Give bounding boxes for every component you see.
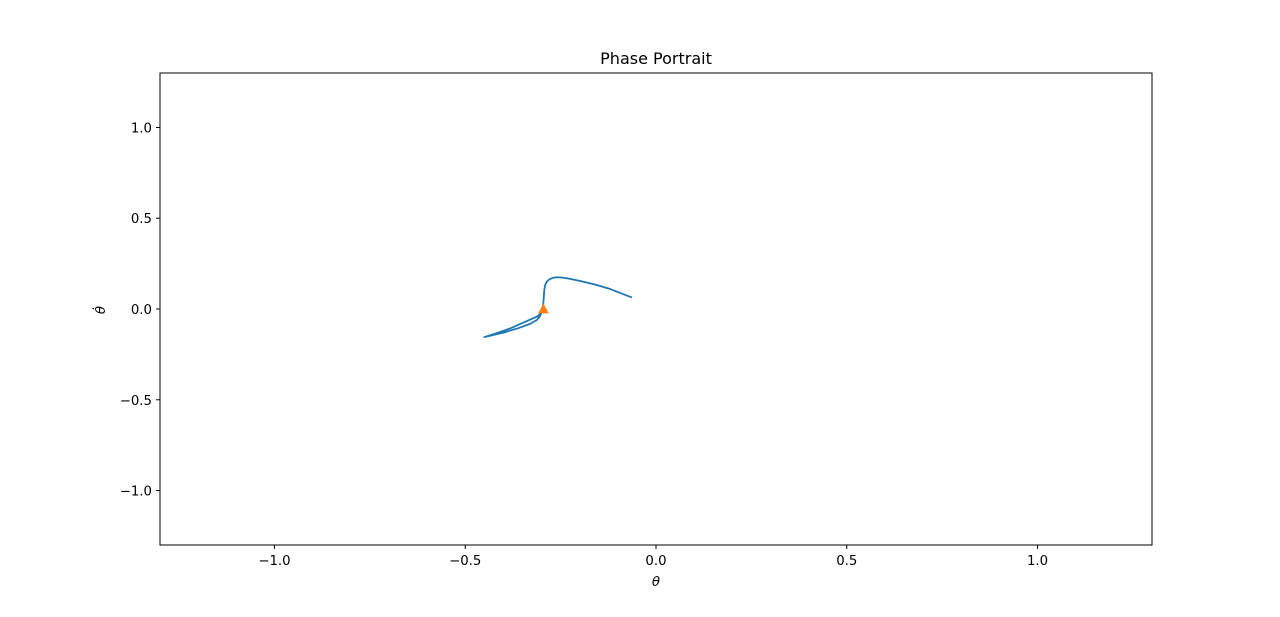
- y-tick-label-3: 0.5: [131, 212, 152, 227]
- x-tick-label-3: 0.5: [836, 554, 857, 569]
- y-tick-label-1: −0.5: [120, 394, 152, 409]
- plot-area: −1.0 −0.5 0.0 0.5 1.0 −1.0 −0.5 0.0 0.5 1.0: [120, 72, 1153, 569]
- x-tick-label-0: −1.0: [258, 554, 290, 569]
- x-tick-label-4: 1.0: [1027, 554, 1048, 569]
- y-tick-label-0: −1.0: [120, 485, 152, 500]
- chart-title: Phase Portrait: [600, 49, 712, 68]
- y-tick-label-4: 1.0: [131, 121, 152, 136]
- series-line-0: [483, 276, 633, 339]
- x-tick-label-1: −0.5: [449, 554, 481, 569]
- y-tick-label-2: 0.0: [131, 303, 152, 318]
- y-axis-label: θ̇: [92, 306, 109, 314]
- x-tick-label-2: 0.0: [645, 554, 666, 569]
- marker-triangle-0: [538, 303, 549, 314]
- x-axis-label: θ: [652, 575, 660, 590]
